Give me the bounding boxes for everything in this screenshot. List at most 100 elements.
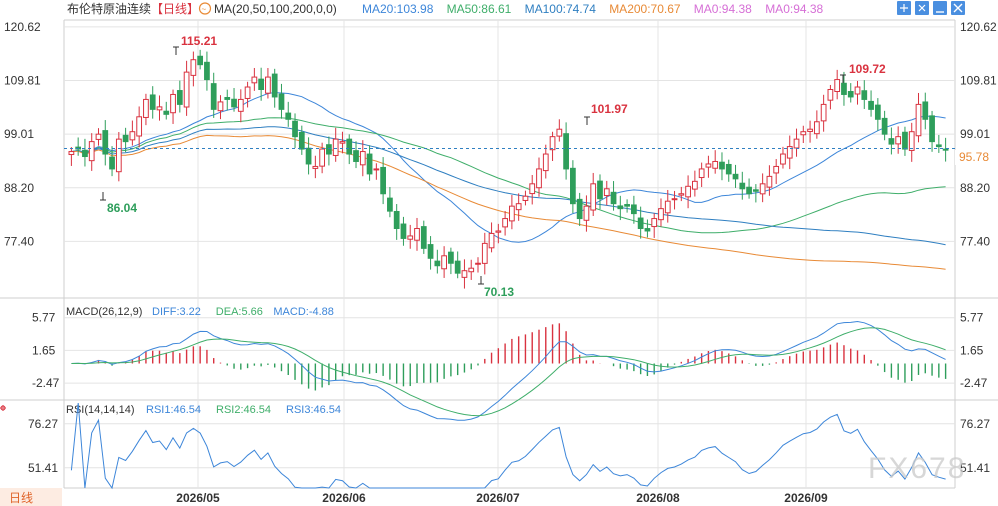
candle[interactable] (603, 180, 610, 206)
candle[interactable] (664, 189, 671, 223)
candle[interactable] (902, 126, 908, 156)
candle[interactable] (536, 157, 542, 197)
candle[interactable] (556, 119, 563, 142)
candle[interactable] (278, 83, 285, 119)
candle[interactable] (651, 213, 658, 238)
candle[interactable] (746, 178, 752, 199)
candle[interactable] (251, 67, 258, 91)
candle[interactable] (854, 80, 861, 105)
period-tab-label[interactable]: 日线 (9, 491, 33, 505)
candle[interactable] (712, 150, 719, 174)
candle[interactable] (549, 131, 556, 162)
candle[interactable] (115, 132, 122, 182)
candle[interactable] (563, 122, 569, 180)
candle[interactable] (935, 134, 942, 153)
candle[interactable] (190, 51, 197, 87)
candle[interactable] (813, 110, 820, 139)
candle[interactable] (895, 126, 902, 154)
candle[interactable] (434, 249, 441, 274)
candle[interactable] (807, 120, 813, 143)
candle[interactable] (68, 147, 75, 166)
candle[interactable] (454, 251, 461, 279)
candle[interactable] (793, 128, 800, 157)
candle[interactable] (888, 127, 895, 155)
candle[interactable] (373, 163, 380, 180)
candle[interactable] (292, 113, 298, 149)
candle[interactable] (820, 94, 827, 132)
candle[interactable] (143, 93, 149, 126)
fullscreen-icon[interactable] (897, 1, 911, 15)
candle[interactable] (881, 110, 888, 141)
candle[interactable] (82, 138, 88, 167)
candle[interactable] (847, 83, 854, 103)
candle[interactable] (387, 186, 393, 218)
candle[interactable] (326, 136, 332, 166)
candle[interactable] (752, 184, 759, 203)
candle[interactable] (414, 217, 420, 251)
candle[interactable] (88, 133, 95, 171)
candle[interactable] (332, 127, 339, 162)
candle[interactable] (766, 165, 773, 196)
candle[interactable] (773, 159, 780, 185)
candle[interactable] (732, 164, 739, 188)
candle[interactable] (590, 172, 597, 216)
minimize-icon[interactable] (933, 1, 947, 15)
candle[interactable] (265, 68, 271, 99)
candle[interactable] (393, 204, 400, 240)
candle[interactable] (407, 224, 414, 249)
candle[interactable] (637, 206, 644, 239)
candle[interactable] (542, 144, 549, 179)
candle[interactable] (678, 186, 685, 202)
candle[interactable] (129, 120, 136, 146)
candle[interactable] (258, 67, 265, 101)
candle[interactable] (305, 137, 312, 175)
candle[interactable] (224, 89, 231, 111)
candle[interactable] (698, 162, 705, 187)
candle[interactable] (841, 71, 847, 106)
candle[interactable] (298, 125, 305, 155)
candle[interactable] (102, 120, 109, 166)
candle[interactable] (597, 174, 603, 210)
candle[interactable] (366, 145, 373, 181)
candle[interactable] (725, 159, 732, 182)
candle[interactable] (353, 141, 359, 169)
candle[interactable] (197, 49, 204, 70)
candle[interactable] (339, 131, 346, 154)
candle[interactable] (658, 198, 664, 227)
candle[interactable] (420, 220, 427, 254)
candle[interactable] (475, 257, 481, 273)
candle[interactable] (576, 192, 583, 227)
candle[interactable] (868, 90, 874, 117)
candle[interactable] (176, 80, 183, 113)
candle[interactable] (780, 146, 786, 169)
candle[interactable] (109, 146, 115, 177)
period-tab[interactable]: 日线 (0, 488, 62, 506)
close-icon[interactable] (951, 1, 965, 15)
candle[interactable] (800, 125, 807, 143)
candle[interactable] (922, 92, 929, 130)
candle[interactable] (861, 80, 868, 109)
candle[interactable] (75, 137, 82, 156)
candle[interactable] (312, 155, 319, 179)
candle[interactable] (617, 195, 624, 221)
candle[interactable] (319, 142, 326, 174)
candle[interactable] (461, 259, 468, 289)
candle[interactable] (468, 259, 475, 280)
candle[interactable] (448, 247, 454, 275)
candle[interactable] (685, 175, 691, 209)
candle[interactable] (427, 236, 434, 270)
period-indicator[interactable]: 【日线】 (151, 2, 199, 16)
candle[interactable] (237, 89, 244, 123)
candle[interactable] (210, 72, 217, 118)
candle[interactable] (149, 86, 156, 119)
candle[interactable] (644, 219, 651, 238)
candle[interactable] (529, 174, 536, 205)
zoom-icon[interactable] (915, 1, 929, 15)
candle[interactable] (502, 211, 508, 236)
candle[interactable] (95, 128, 102, 146)
candle[interactable] (244, 81, 251, 108)
candle[interactable] (163, 101, 170, 120)
candle[interactable] (570, 160, 576, 214)
candle[interactable] (942, 137, 949, 162)
